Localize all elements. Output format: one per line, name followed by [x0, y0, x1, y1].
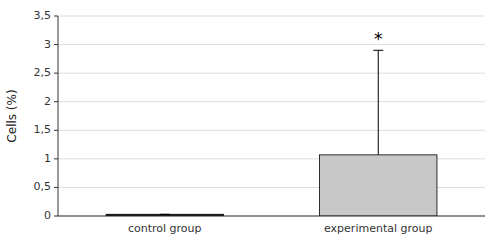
grid-line [58, 216, 485, 217]
y-tick [54, 158, 58, 159]
annotation: * [374, 29, 383, 49]
y-tick-label: 0 [44, 209, 51, 222]
grid-line [58, 16, 485, 17]
y-tick-label: 1,5 [34, 123, 52, 136]
y-tick [54, 130, 58, 131]
y-tick-label: 2 [44, 95, 51, 108]
error-cap [373, 50, 383, 51]
y-tick [54, 44, 58, 45]
y-tick-label: 1 [44, 152, 51, 165]
grid-line [58, 101, 485, 102]
chart-container: 0 0,5 1 1,5 2 2,5 3 3,5 control group experimenta… [0, 0, 500, 250]
x-tick-label: experimental group [324, 222, 432, 235]
bar [320, 155, 437, 216]
y-axis-label: Cells (%) [5, 89, 19, 142]
grid-line [58, 130, 485, 131]
y-tick-label: 2,5 [34, 66, 52, 79]
error-bar [373, 50, 383, 155]
y-tick [54, 16, 58, 17]
y-tick-label: 0,5 [34, 180, 52, 193]
y-tick-label: 3,5 [34, 9, 52, 22]
y-axis-line [58, 16, 59, 216]
grid [58, 16, 485, 216]
x-tick-label: control group [128, 222, 202, 235]
y-tick [54, 73, 58, 74]
error-stem [378, 50, 379, 155]
bars [106, 50, 437, 216]
y-axis: 0 0,5 1 1,5 2 2,5 3 3,5 [34, 9, 59, 222]
x-axis-line [58, 216, 485, 217]
error-bar [160, 214, 170, 215]
grid-line [58, 73, 485, 74]
error-cap [160, 214, 170, 215]
chart-svg: 0 0,5 1 1,5 2 2,5 3 3,5 control group experimenta… [0, 0, 500, 250]
grid-line [58, 44, 485, 45]
y-tick [54, 216, 58, 217]
y-tick [54, 101, 58, 102]
y-tick [54, 187, 58, 188]
y-tick-label: 3 [44, 38, 51, 51]
